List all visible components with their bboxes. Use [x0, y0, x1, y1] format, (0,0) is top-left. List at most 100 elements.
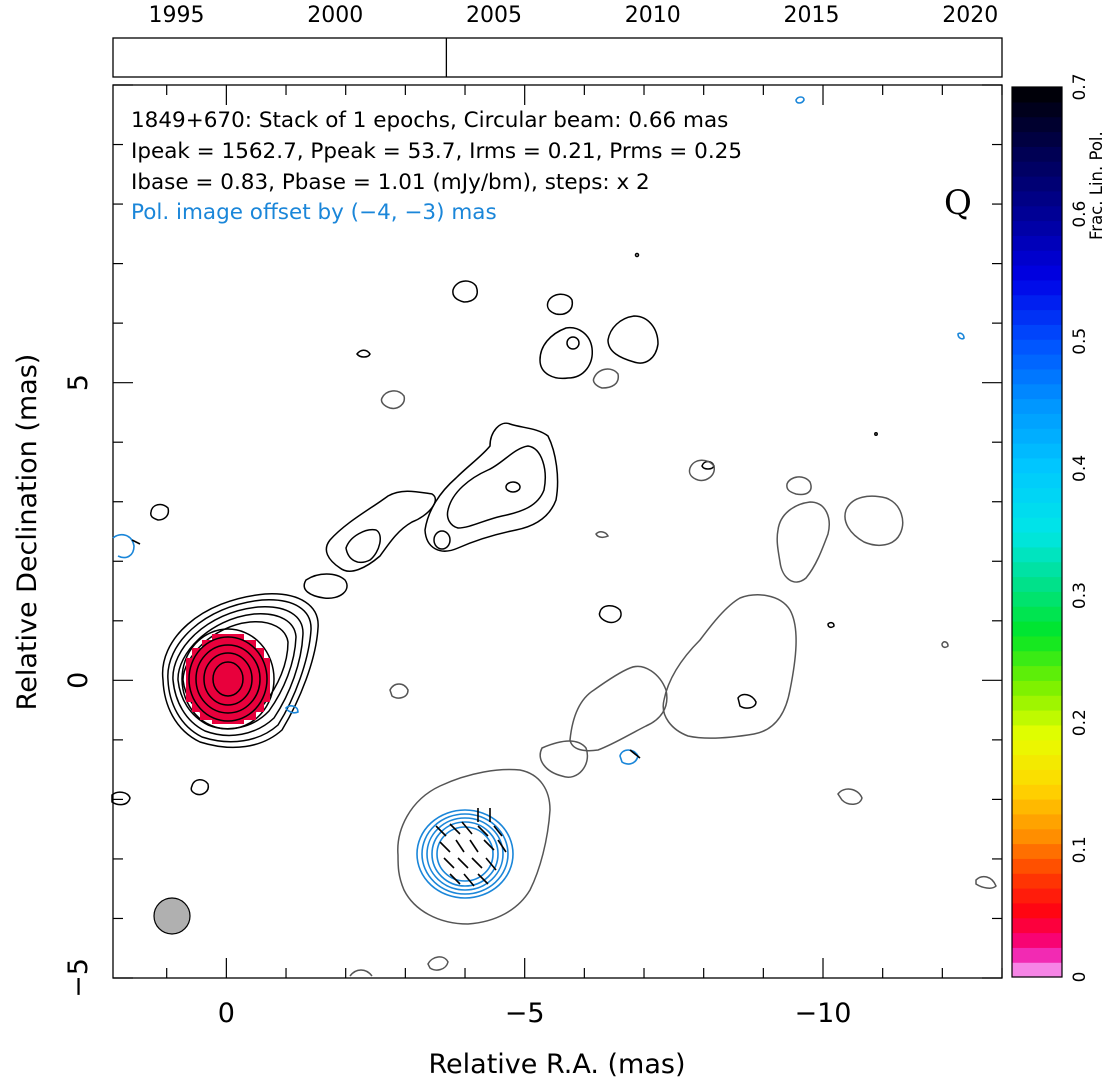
- colorbar-label: Frac. Lin. Pol.: [1087, 131, 1106, 240]
- colorbar: 0 0.1 0.2 0.3 0.4 0.5 0.6 0.7 Frac. Lin. Pol.: [1011, 73, 1106, 983]
- colorbar-band: [1012, 828, 1062, 845]
- colorbar-band: [1012, 754, 1062, 770]
- pol-intensity-contours: [112, 96, 965, 899]
- offset-contour: [941, 641, 949, 649]
- colorbar-band: [1012, 294, 1062, 311]
- colorbar-band: [1012, 962, 1062, 978]
- y-tick-label: 5: [63, 374, 94, 391]
- pol-contour: [431, 821, 499, 887]
- y-tick-label: −5: [63, 958, 94, 998]
- colorbar-band: [1012, 843, 1062, 859]
- colorbar-band: [1012, 858, 1062, 874]
- header-line-2: Ipeak = 1562.7, Ppeak = 53.7, Irms = 0.2…: [131, 139, 742, 164]
- colorbar-band: [1012, 161, 1062, 177]
- colorbar-band: [1012, 324, 1062, 340]
- quality-mark: Q: [944, 183, 972, 223]
- axis-ticks: [113, 84, 1003, 979]
- colorbar-band: [1012, 724, 1062, 741]
- colorbar-band: [1012, 457, 1062, 474]
- colorbar-band: [1012, 443, 1062, 459]
- jet-contour: [325, 490, 437, 572]
- colorbar-band: [1012, 621, 1062, 637]
- jet-contour: [505, 481, 521, 493]
- colorbar-tick-label: 0: [1070, 972, 1090, 983]
- pol-contour: [436, 826, 494, 882]
- blob-contour: [356, 349, 371, 358]
- colorbar-band: [1012, 710, 1062, 726]
- colorbar-band: [1012, 561, 1062, 578]
- blob-contour: [452, 280, 478, 303]
- colorbar-band: [1012, 428, 1062, 444]
- colorbar-band: [1012, 354, 1062, 370]
- evpa-tick: [629, 749, 641, 759]
- colorbar-band: [1012, 532, 1062, 548]
- blob-contour: [701, 460, 715, 470]
- timeline-tick-label: 2000: [307, 3, 363, 28]
- colorbar-band: [1012, 902, 1062, 919]
- colorbar-band: [1012, 784, 1062, 800]
- offset-contour: [397, 768, 551, 925]
- offset-contour: [975, 875, 997, 889]
- colorbar-band: [1012, 339, 1062, 355]
- colorbar-band: [1012, 813, 1062, 830]
- evpa-tick: [443, 857, 455, 869]
- colorbar-band: [1012, 101, 1062, 118]
- pol-contour: [112, 533, 135, 559]
- colorbar-band: [1012, 472, 1062, 489]
- colorbar-frame: [1011, 86, 1063, 978]
- offset-contour: [786, 476, 812, 496]
- blob-contour: [607, 315, 659, 364]
- evpa-tick: [461, 821, 473, 835]
- colorbar-band: [1012, 368, 1062, 385]
- pol-contour: [795, 96, 805, 104]
- offset-contour: [844, 495, 904, 547]
- colorbar-band: [1012, 413, 1062, 429]
- blob-contour: [111, 791, 131, 806]
- offset-stokes-i-contours: [349, 368, 997, 977]
- evpa-tick: [471, 857, 483, 869]
- timeline-tick-label: 1995: [149, 3, 205, 28]
- colorbar-band: [1012, 947, 1062, 963]
- blob-contour: [190, 779, 210, 796]
- colorbar-band: [1012, 680, 1062, 696]
- header-line-1: 1849+670: Stack of 1 epochs, Circular be…: [131, 108, 728, 133]
- colorbar-band: [1012, 309, 1062, 325]
- timeline-frame: [112, 37, 1003, 78]
- plot-frame: [112, 84, 1003, 979]
- evpa-tick: [435, 825, 447, 837]
- colorbar-band: [1012, 487, 1062, 503]
- blob-contour: [827, 621, 835, 629]
- evpa-tick: [485, 857, 497, 871]
- colorbar-band: [1012, 176, 1062, 192]
- offset-contour: [595, 531, 610, 539]
- pol-contour: [619, 749, 639, 765]
- colorbar-band: [1012, 265, 1062, 281]
- evpa-tick: [463, 873, 475, 887]
- core-contour-overlay: [203, 652, 253, 706]
- colorbar-tick-label: 0.2: [1070, 709, 1090, 736]
- timeline-ticks: 1995 2000 2005 2010 2015 2020: [149, 3, 999, 28]
- axis-tick-labels: 0 −5 −10 5 0 −5: [63, 374, 851, 1029]
- jet-contour: [303, 573, 348, 599]
- evpa-tick: [449, 873, 461, 885]
- colorbar-band: [1012, 799, 1062, 815]
- colorbar-band: [1012, 502, 1062, 518]
- core-contour-overlay: [195, 644, 261, 714]
- offset-contour: [349, 969, 373, 977]
- offset-contour: [389, 683, 409, 699]
- colorbar-band: [1012, 279, 1062, 296]
- jet-contour: [424, 422, 559, 552]
- colorbar-band: [1012, 917, 1062, 934]
- colorbar-band: [1012, 695, 1062, 711]
- core-contour: [181, 628, 275, 730]
- colorbar-band: [1012, 250, 1062, 266]
- evpa-tick: [449, 823, 461, 835]
- pol-contour: [285, 705, 299, 714]
- timeline-tick-label: 2020: [942, 3, 998, 28]
- colorbar-band: [1012, 650, 1062, 667]
- colorbar-band: [1012, 888, 1062, 904]
- offset-contour: [427, 956, 449, 971]
- colorbar-band: [1012, 873, 1062, 889]
- offset-contour: [592, 368, 620, 389]
- timeline-tick-label: 2015: [784, 3, 840, 28]
